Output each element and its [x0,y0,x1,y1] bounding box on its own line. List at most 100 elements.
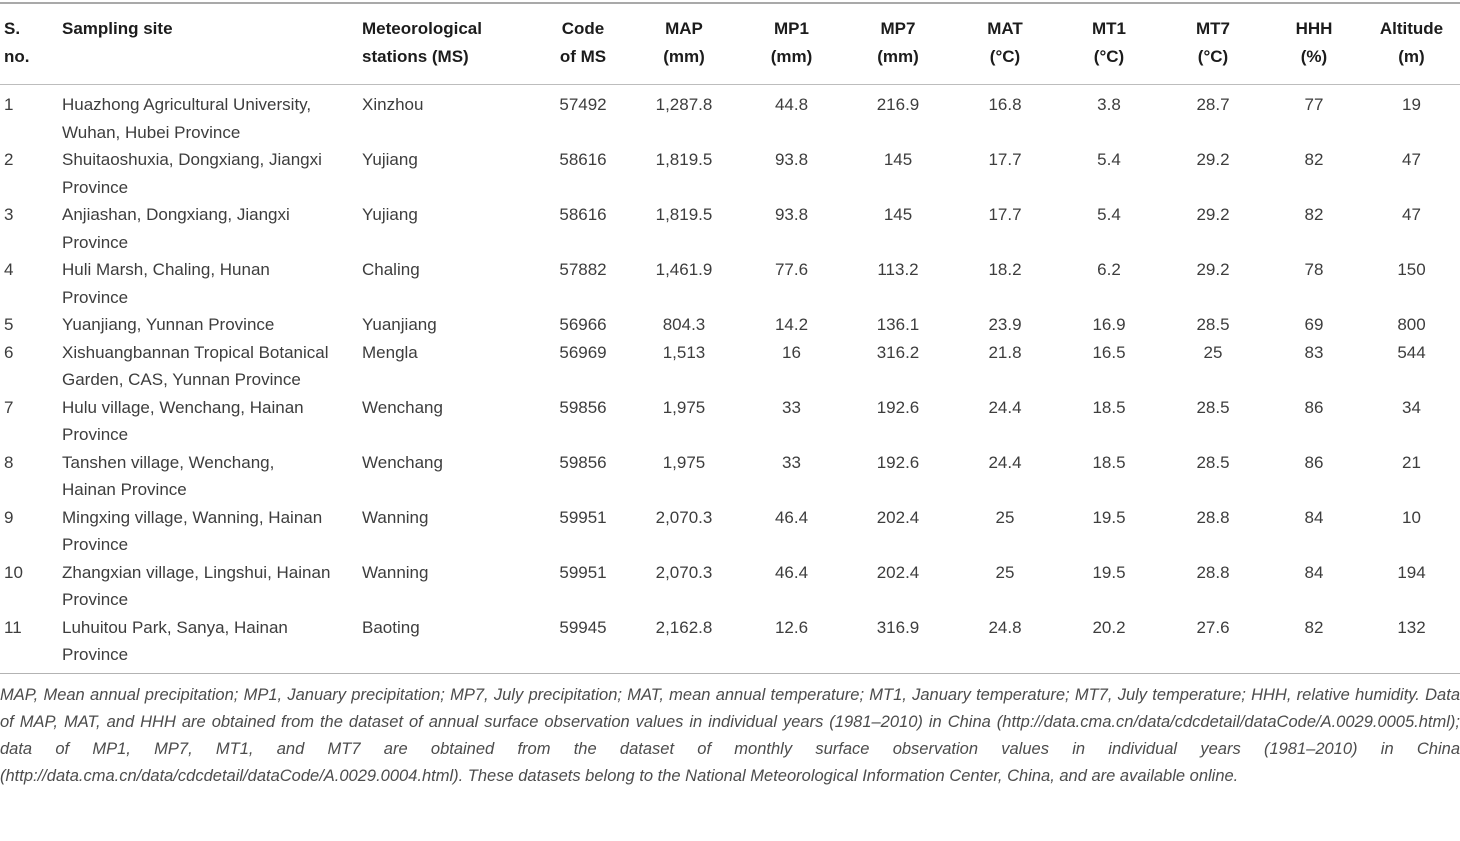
table-row: 9 Mingxing village, Wanning, Hainan Provi… [0,504,1460,559]
header-line: MAT [987,19,1023,38]
cell-mp1: 14.2 [774,315,809,334]
cell-mp1: 33 [782,452,801,472]
cell-map: 1,461.9 [655,260,713,279]
cell-mat: 17.7 [988,150,1022,169]
cell-mp1: 46.4 [774,507,809,527]
cell-mt7: 27.6 [1196,617,1230,637]
header-line: MT7 [1196,19,1230,38]
column-header-sampling-site: Sampling site [62,3,362,85]
column-header-mp1: MP1 (mm) [740,3,843,85]
table-row: 6 Xishuangbannan Tropical Botanical Garde… [0,339,1460,394]
cell-mat: 25 [995,562,1015,582]
cell-mp7: 192.6 [876,452,920,472]
cell-code: 57882 [559,260,607,279]
cell-code: 59856 [559,452,607,472]
cell-hhh: 86 [1304,452,1324,472]
cell-mt1: 5.4 [1097,150,1121,169]
cell-mp1: 16 [782,342,801,362]
cell-mp7: 202.4 [876,562,920,582]
table-row: 7 Hulu village, Wenchang, Hainan Province… [0,394,1460,449]
header-line: Code [561,19,605,38]
header-line: (°C) [989,47,1021,66]
cell-mt7: 25 [1203,342,1223,362]
cell-mp7: 316.9 [876,617,920,637]
cell-station: Yuanjiang [362,315,437,334]
cell-no: 6 [4,342,14,362]
cell-mp1: 33 [782,397,801,417]
cell-site: Yuanjiang, Yunnan Province [62,315,275,334]
cell-mat: 23.9 [988,315,1022,334]
cell-no: 7 [4,397,14,417]
table-header: S. no. Sampling site Meteorological stat… [0,3,1460,85]
column-header-mat: MAT (°C) [953,3,1057,85]
header-line: no. [4,47,30,66]
cell-hhh: 69 [1304,315,1324,334]
cell-mat: 24.4 [988,452,1022,472]
cell-mp7: 192.6 [876,397,920,417]
cell-map: 2,162.8 [655,617,713,637]
cell-site: Huli Marsh, Chaling, Hunan Province [62,260,270,307]
cell-mt7: 28.5 [1196,315,1230,334]
header-line: Altitude [1379,19,1444,38]
cell-code: 56966 [559,315,607,334]
cell-map: 1,819.5 [655,205,713,224]
cell-hhh: 86 [1304,397,1324,417]
header-line: of MS [559,47,607,66]
cell-code: 57492 [559,95,607,114]
cell-map: 1,513 [662,342,706,362]
table-row: 3 Anjiashan, Dongxiang, Jiangxi Province Y… [0,201,1460,256]
header-line: (m) [1398,47,1425,66]
cell-hhh: 83 [1304,342,1324,362]
cell-altitude: 150 [1397,260,1426,279]
header-line: (%) [1300,47,1328,66]
cell-hhh: 84 [1304,507,1324,527]
cell-mt1: 16.5 [1092,342,1126,362]
header-line: (°C) [1093,47,1125,66]
cell-no: 5 [4,315,14,334]
column-header-met-stations: Meteorological stations (MS) [362,3,538,85]
cell-station: Wenchang [362,452,443,472]
cell-hhh: 82 [1304,150,1324,169]
cell-no: 10 [4,562,23,582]
cell-station: Baoting [362,617,420,637]
table-body: 1 Huazhong Agricultural University, Wuhan… [0,85,1460,674]
sampling-sites-table: S. no. Sampling site Meteorological stat… [0,2,1460,674]
cell-site: Luhuitou Park, Sanya, Hainan Province [62,617,288,665]
cell-station: Mengla [362,342,418,362]
cell-map: 1,287.8 [655,95,713,114]
cell-no: 8 [4,452,14,472]
header-line: MAP [665,19,703,38]
cell-station: Yujiang [362,205,418,224]
cell-altitude: 21 [1402,452,1421,472]
cell-station: Wenchang [362,397,443,417]
cell-mat: 24.4 [988,397,1022,417]
cell-mt1: 6.2 [1097,260,1121,279]
cell-map: 1,975 [662,397,706,417]
cell-altitude: 10 [1402,507,1421,527]
cell-no: 2 [4,150,14,169]
cell-mt1: 18.5 [1092,397,1126,417]
cell-mt7: 29.2 [1196,150,1230,169]
table-row: 2 Shuitaoshuxia, Dongxiang, Jiangxi Provi… [0,146,1460,201]
header-row: S. no. Sampling site Meteorological stat… [0,3,1460,85]
cell-no: 1 [4,95,14,114]
cell-altitude: 800 [1397,315,1426,334]
cell-station: Xinzhou [362,95,424,114]
cell-mp1: 93.8 [774,205,809,224]
cell-site: Tanshen village, Wenchang, Hainan Provin… [62,452,275,500]
cell-mp1: 44.8 [774,95,809,114]
cell-map: 2,070.3 [655,507,713,527]
cell-station: Wanning [362,562,429,582]
table-row: 5 Yuanjiang, Yunnan Province Yuanjiang 5696… [0,311,1460,339]
cell-code: 59856 [559,397,607,417]
cell-mt1: 18.5 [1092,452,1126,472]
cell-no: 4 [4,260,14,279]
cell-mt7: 29.2 [1196,260,1230,279]
cell-mt7: 28.5 [1196,397,1230,417]
sampling-sites-table-figure: S. no. Sampling site Meteorological stat… [0,2,1460,790]
cell-altitude: 47 [1402,205,1421,224]
cell-station: Yujiang [362,150,418,169]
header-line: MT1 [1092,19,1126,38]
header-line: Meteorological [362,19,482,38]
header-line: (mm) [770,47,813,66]
